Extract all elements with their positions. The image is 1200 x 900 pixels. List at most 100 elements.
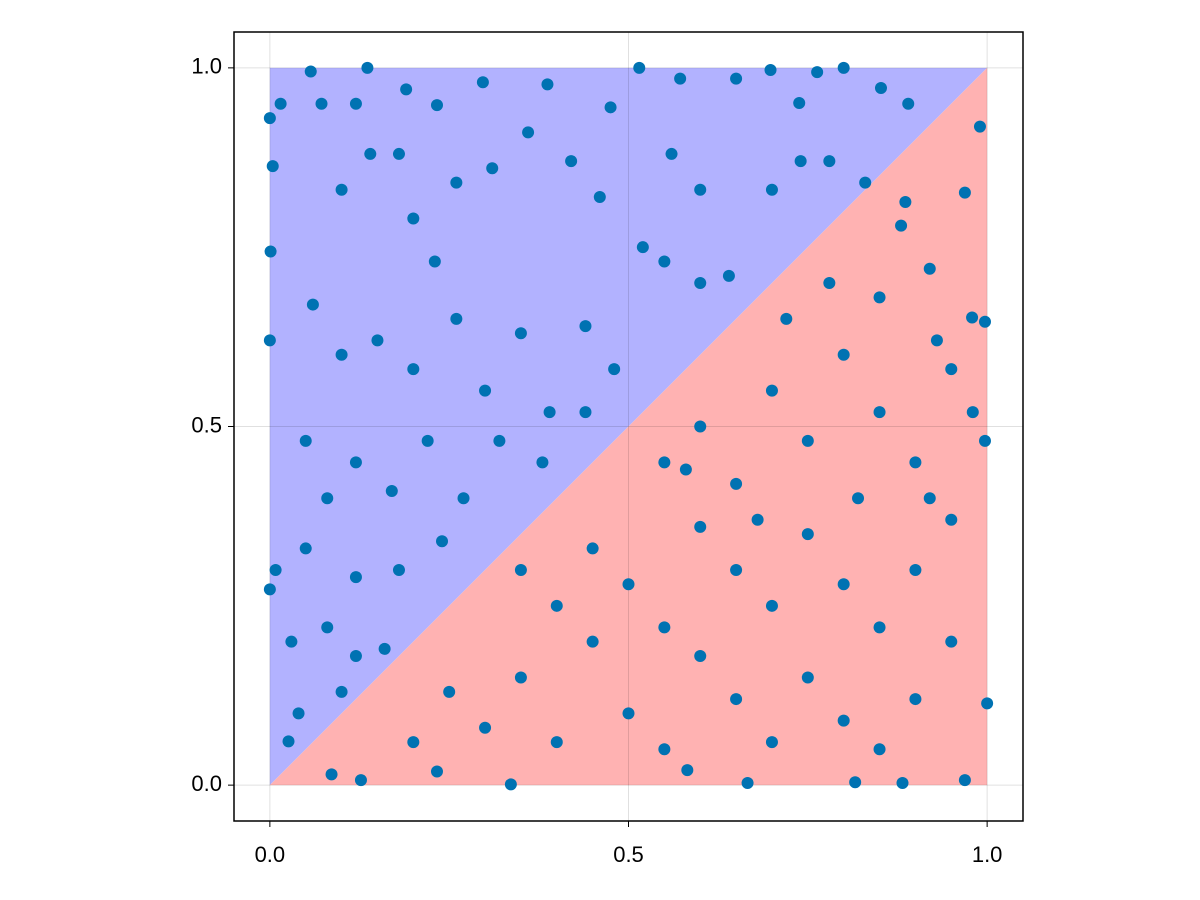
scatter-point [493,434,506,447]
scatter-point [430,99,443,112]
scatter-point [304,65,317,78]
scatter-point [658,743,671,756]
scatter-point [945,635,958,648]
scatter-point [930,334,943,347]
scatter-point [586,635,599,648]
scatter-point [909,456,922,469]
scatter-point [801,671,814,684]
scatter-point [392,147,405,160]
scatter-point [514,563,527,576]
scatter-point [973,120,986,133]
scatter-point [285,635,298,648]
scatter-point [550,599,563,612]
scatter-point [321,621,334,634]
scatter-point [514,671,527,684]
scatter-point [945,363,958,376]
scatter-point [543,406,556,419]
scatter-point [852,492,865,505]
y-tick-label: 0.5 [191,412,222,437]
scatter-point [741,776,754,789]
scatter-point [674,72,687,85]
scatter-point [679,463,692,476]
scatter-point [966,311,979,324]
plot-area [234,32,1023,821]
scatter-point [486,162,499,175]
scatter-point [550,736,563,749]
scatter-point [694,520,707,533]
scatter-point [837,578,850,591]
scatter-point [349,97,362,110]
scatter-point [981,697,994,710]
scatter-point [541,78,554,91]
scatter-point [269,563,282,576]
scatter-point [665,147,678,160]
scatter-point [292,707,305,720]
scatter-point [765,384,778,397]
scatter-point [522,126,535,139]
scatter-point [694,650,707,663]
scatter-point [349,456,362,469]
scatter-point [579,406,592,419]
scatter-point [349,571,362,584]
x-tick-label: 0.5 [613,842,644,867]
scatter-point [837,61,850,74]
scatter-point [694,420,707,433]
region-fill [269,67,988,786]
scatter-point [794,155,807,168]
scatter-point [945,513,958,526]
scatter-point [780,312,793,325]
scatter-point [421,434,434,447]
scatter-point [354,774,367,787]
scatter-point [378,642,391,655]
scatter-point [793,97,806,110]
scatter-point [299,434,312,447]
scatter-point [407,363,420,376]
scatter-point [658,621,671,634]
scatter-point [371,334,384,347]
scatter-point [450,176,463,189]
scatter-point [823,277,836,290]
scatter-point [681,764,694,777]
scatter-point [764,64,777,77]
scatter-point [565,155,578,168]
scatter-point [837,714,850,727]
scatter-point [658,456,671,469]
scatter-point [873,406,886,419]
scatter-point [978,315,991,328]
scatter-point [966,406,979,419]
scatter-point [457,492,470,505]
scatter-point [392,563,405,576]
scatter-point [479,384,492,397]
scatter-point [622,707,635,720]
scatter-point [849,776,862,789]
scatter-point [608,363,621,376]
scatter-point [923,492,936,505]
scatter-point [514,327,527,340]
scatter-point [299,542,312,555]
scatter-point [902,97,915,110]
scatter-point [306,298,319,311]
scatter-point [636,241,649,254]
scatter-point [325,768,338,781]
scatter-point [443,685,456,698]
scatter-point [536,456,549,469]
x-tick-label: 0.0 [255,842,286,867]
scatter-point [315,97,328,110]
scatter-point [476,76,489,89]
scatter-point [923,262,936,275]
scatter-point [264,245,277,258]
scatter-point [823,155,836,168]
scatter-point [730,563,743,576]
scatter-point [874,81,887,94]
scatter-point [730,693,743,706]
scatter-point [859,176,872,189]
scatter-point [622,578,635,591]
scatter-point [263,112,276,125]
scatter-point [266,160,279,173]
scatter-point [694,183,707,196]
scatter-point [586,542,599,555]
scatter-point [335,183,348,196]
scatter-point [730,477,743,490]
scatter-point [896,776,909,789]
